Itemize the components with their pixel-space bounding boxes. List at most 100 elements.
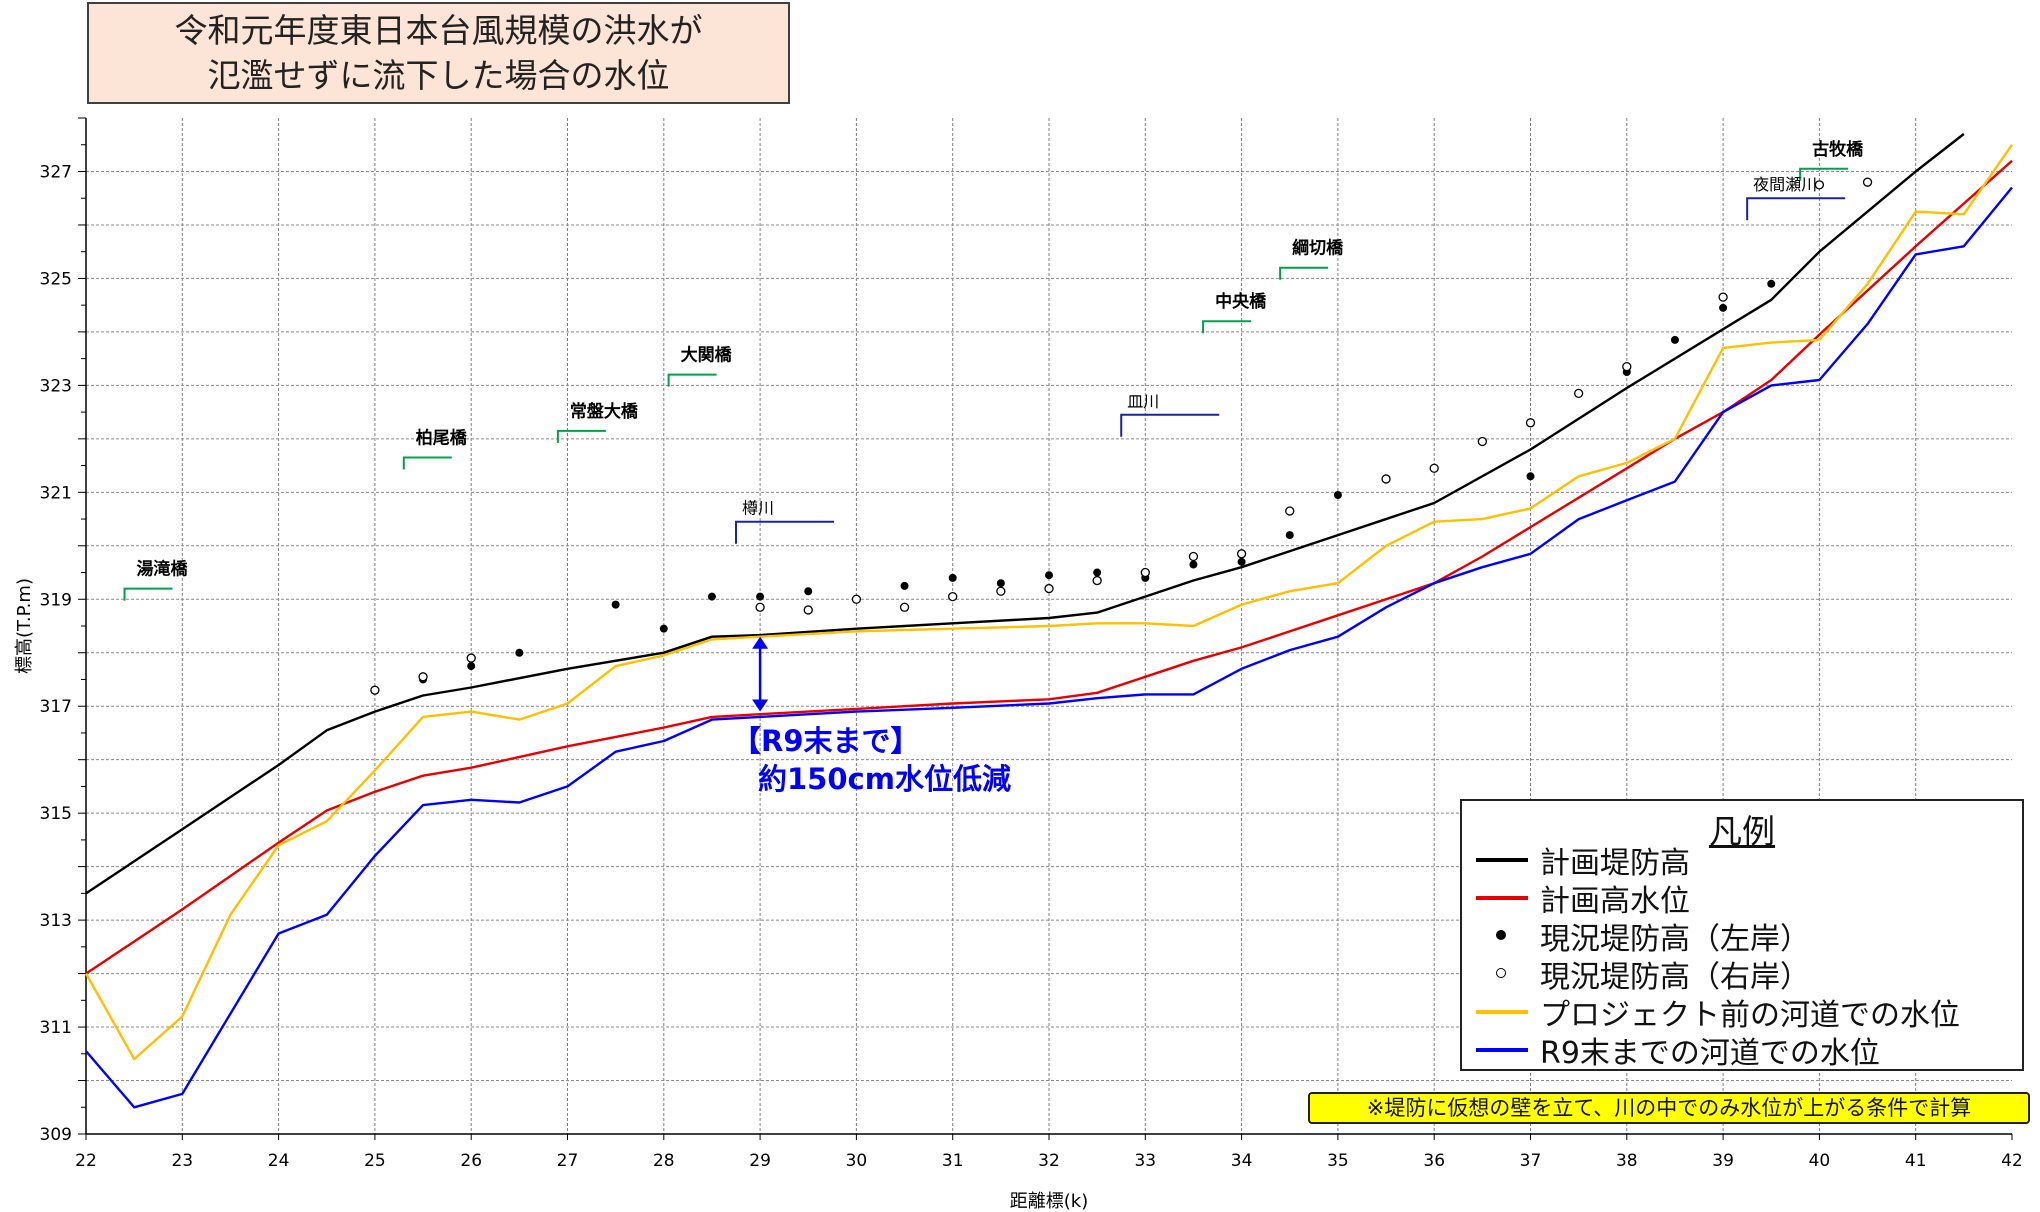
series-line bbox=[85, 133, 1965, 895]
x-tick-label: 39 bbox=[1712, 1151, 1734, 1171]
levee-right-point bbox=[1622, 362, 1632, 372]
levee-right-point bbox=[1381, 474, 1391, 484]
levee-left-point bbox=[996, 579, 1005, 588]
bridge-label: 綱切橋 bbox=[1292, 238, 1344, 259]
levee-left-point bbox=[1719, 303, 1728, 312]
levee-right-point bbox=[1188, 551, 1199, 562]
legend-item-plan-levee: 計画堤防高 bbox=[1472, 841, 1690, 881]
levee-left-point bbox=[1189, 560, 1198, 569]
levee-right-point bbox=[1044, 583, 1054, 594]
x-tick-label: 31 bbox=[942, 1151, 964, 1171]
levee-left-point bbox=[1093, 568, 1102, 577]
bridge-marker bbox=[667, 373, 717, 387]
levee-right-point bbox=[418, 672, 428, 682]
legend-item-before-project: プロジェクト前の河道での水位 bbox=[1472, 993, 1960, 1033]
annotation-line-2: 約150cm水位低減 bbox=[758, 762, 1011, 796]
levee-left-point bbox=[1670, 335, 1679, 344]
bridge-marker bbox=[1279, 266, 1329, 280]
x-tick-label: 24 bbox=[268, 1151, 290, 1171]
levee-left-point bbox=[707, 592, 716, 601]
bridge-label: 中央橋 bbox=[1215, 291, 1267, 312]
y-tick-label: 319 bbox=[40, 590, 72, 610]
tributary-label: 夜間瀬川 bbox=[1753, 175, 1817, 194]
x-tick-label: 26 bbox=[460, 1151, 482, 1171]
levee-right-point bbox=[851, 594, 862, 604]
y-tick-label: 323 bbox=[40, 376, 72, 396]
levee-left-point bbox=[1285, 531, 1294, 540]
y-tick-label: 317 bbox=[40, 697, 72, 717]
reduction-arrow-head-bottom bbox=[752, 699, 769, 712]
legend-label: 現況堤防高（右岸） bbox=[1540, 960, 1810, 995]
y-tick-label: 311 bbox=[40, 1018, 72, 1038]
legend-label: 計画堤防高 bbox=[1540, 846, 1690, 881]
levee-right-point bbox=[1718, 292, 1728, 302]
legend-item-levee-right: 現況堤防高（右岸） bbox=[1472, 955, 1810, 995]
levee-right-point bbox=[1092, 575, 1102, 586]
bridge-label: 常盤大橋 bbox=[570, 401, 639, 422]
chart-title-box: 令和元年度東日本台風規模の洪水が 氾濫せずに流下した場合の水位 bbox=[87, 2, 790, 104]
levee-right-point bbox=[755, 602, 765, 612]
series-line bbox=[85, 159, 2013, 975]
y-tick-label: 315 bbox=[40, 804, 72, 824]
reduction-arrow-head-top bbox=[752, 636, 769, 649]
x-tick-label: 23 bbox=[171, 1151, 193, 1171]
legend-label: 計画高水位 bbox=[1540, 884, 1690, 919]
x-tick-label: 32 bbox=[1038, 1151, 1060, 1171]
tributary-marker bbox=[735, 520, 835, 544]
levee-left-point bbox=[659, 624, 668, 633]
x-tick-label: 41 bbox=[1905, 1151, 1927, 1171]
x-tick-label: 42 bbox=[2001, 1151, 2023, 1171]
levee-left-point bbox=[804, 587, 813, 596]
levee-right-point bbox=[370, 685, 380, 695]
x-axis-label: 距離標(k) bbox=[1010, 1191, 1088, 1212]
levee-left-point bbox=[1333, 490, 1342, 499]
levee-left-point bbox=[1237, 557, 1246, 566]
series-line bbox=[85, 186, 2013, 1109]
x-tick-label: 30 bbox=[846, 1151, 868, 1171]
x-tick-label: 35 bbox=[1327, 1151, 1349, 1171]
chart-title-line-1: 令和元年度東日本台風規模の洪水が bbox=[174, 11, 703, 50]
x-tick-label: 22 bbox=[75, 1151, 97, 1171]
levee-right-point bbox=[1477, 436, 1487, 447]
legend-label: プロジェクト前の河道での水位 bbox=[1540, 998, 1960, 1033]
reduction-annotation: 【R9末まで】 約150cm水位低減 bbox=[732, 722, 1011, 798]
levee-left-point bbox=[756, 592, 765, 601]
legend-item-r9: R9末までの河道での水位 bbox=[1472, 1031, 1880, 1071]
bridge-label: 湯滝橋 bbox=[137, 559, 189, 580]
levee-right-point bbox=[1236, 549, 1247, 559]
footnote: ※堤防に仮想の壁を立て、川の中でのみ水位が上がる条件で計算 bbox=[1308, 1092, 2030, 1124]
levee-left-point bbox=[467, 662, 476, 671]
bridge-marker bbox=[1799, 167, 1849, 181]
x-tick-label: 27 bbox=[557, 1151, 579, 1171]
levee-right-point bbox=[996, 586, 1006, 596]
legend-item-levee-left: 現況堤防高（左岸） bbox=[1472, 917, 1810, 957]
legend-label: 現況堤防高（左岸） bbox=[1540, 922, 1810, 957]
bridge-marker bbox=[123, 587, 173, 601]
legend: 凡例 計画堤防高 計画高水位 現況堤防高（左岸） 現況堤防高（右岸） プロジェク… bbox=[1460, 799, 2024, 1071]
x-tick-label: 29 bbox=[749, 1151, 771, 1171]
tributary-marker bbox=[1746, 197, 1846, 221]
tributary-label: 樽川 bbox=[742, 499, 774, 518]
legend-item-plan-water: 計画高水位 bbox=[1472, 879, 1690, 919]
levee-left-point bbox=[1767, 279, 1776, 288]
bridge-label: 大関橋 bbox=[681, 345, 733, 366]
y-tick-label: 321 bbox=[40, 483, 72, 503]
x-tick-label: 37 bbox=[1520, 1151, 1542, 1171]
x-tick-label: 28 bbox=[653, 1151, 675, 1171]
levee-right-point bbox=[803, 605, 813, 615]
levee-left-point bbox=[611, 600, 620, 609]
levee-right-point bbox=[1429, 463, 1439, 473]
bridge-marker bbox=[402, 456, 452, 470]
y-tick-label: 313 bbox=[40, 911, 72, 931]
x-tick-label: 38 bbox=[1616, 1151, 1638, 1171]
levee-right-point bbox=[1525, 418, 1536, 428]
levee-right-point bbox=[1814, 180, 1825, 190]
levee-right-point bbox=[899, 602, 910, 612]
legend-title: 凡例 bbox=[1709, 812, 1775, 851]
series-line bbox=[84, 144, 2013, 1061]
levee-right-point bbox=[1140, 567, 1150, 578]
tributary-label: 皿川 bbox=[1127, 392, 1159, 411]
levee-left-point bbox=[900, 581, 909, 590]
y-tick-label: 325 bbox=[40, 269, 72, 289]
levee-right-point bbox=[1574, 388, 1584, 399]
